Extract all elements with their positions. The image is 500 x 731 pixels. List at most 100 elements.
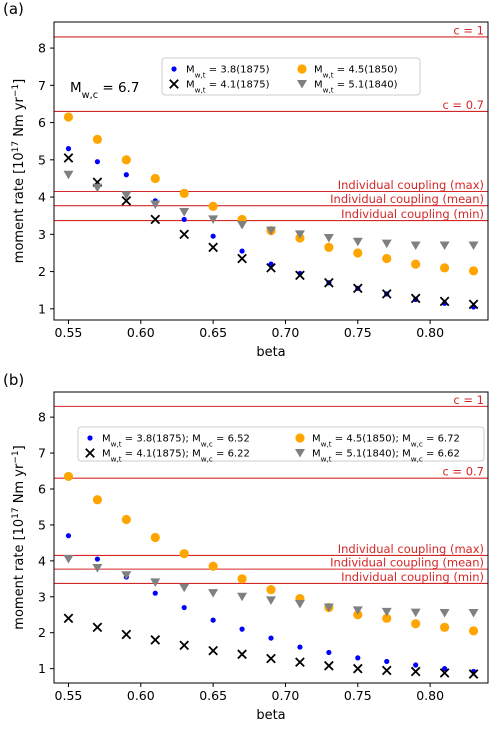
- data-point: [297, 644, 303, 650]
- legend-marker: [295, 449, 305, 458]
- data-point: [208, 242, 218, 253]
- reference-line-label: Individual coupling (mean): [330, 192, 484, 206]
- x-axis-label: beta: [256, 345, 285, 360]
- data-point: [150, 578, 161, 587]
- legend-entry: Mw,t = 4.1(1875): [186, 80, 270, 95]
- data-point: [63, 471, 74, 482]
- data-point: [181, 216, 187, 223]
- legend-marker: [87, 435, 93, 441]
- legend-entry: Mw,t = 5.1(1840); Mw,c = 6.62: [312, 449, 460, 464]
- x-tick-label: 0.60: [127, 688, 155, 703]
- data-point: [439, 296, 450, 307]
- data-point: [411, 619, 421, 629]
- y-tick-label: 2: [38, 625, 46, 640]
- panel-a: (a) c = 1 c = 0.7 Individual coupling (max)…: [3, 0, 489, 360]
- legend-marker: [295, 433, 305, 443]
- data-point: [121, 195, 132, 206]
- data-point: [381, 239, 392, 249]
- legend-marker: [297, 64, 307, 74]
- data-point: [63, 613, 74, 624]
- legend-entry: Mw,t = 3.8(1875): [186, 65, 270, 80]
- data-point: [181, 604, 187, 611]
- reference-line-label: Individual coupling (mean): [330, 556, 484, 570]
- y-tick-label: 1: [38, 661, 46, 676]
- data-point: [210, 233, 216, 239]
- data-point: [121, 514, 131, 525]
- data-point: [295, 657, 305, 667]
- data-point: [352, 283, 363, 294]
- data-point: [353, 248, 363, 258]
- y-tick-label: 5: [38, 152, 46, 167]
- data-point: [410, 293, 421, 304]
- reference-line-label: Individual coupling (min): [341, 207, 484, 221]
- y-tick-label: 3: [38, 227, 46, 242]
- reference-line-label: c = 0.7: [442, 98, 484, 112]
- data-point: [468, 299, 479, 310]
- legend-entry: Mw,t = 3.8(1875); Mw,c = 6.52: [102, 434, 250, 449]
- data-point: [352, 237, 363, 247]
- y-tick-label: 5: [38, 517, 46, 532]
- data-point: [237, 574, 247, 584]
- x-tick-label: 0.65: [199, 688, 227, 703]
- plot-frame: [53, 21, 489, 321]
- data-point: [152, 590, 158, 596]
- legend-entry: Mw,t = 4.5(1850): [314, 65, 398, 80]
- data-point: [266, 653, 276, 664]
- data-point: [92, 495, 102, 505]
- data-point: [442, 666, 448, 672]
- data-point: [179, 640, 190, 651]
- data-point: [468, 241, 479, 250]
- data-point: [439, 608, 450, 618]
- series-2: [63, 613, 479, 679]
- data-point: [121, 155, 131, 165]
- series-3: [63, 170, 479, 250]
- x-tick-label: 0.55: [55, 688, 83, 703]
- series-0: [65, 533, 477, 675]
- series-3: [63, 555, 479, 618]
- data-point: [239, 248, 245, 254]
- data-point: [381, 665, 392, 676]
- data-point: [323, 234, 334, 243]
- data-point: [266, 584, 276, 595]
- y-axis-label: moment rate [1017 Nm yr−1]: [11, 79, 27, 263]
- data-point: [237, 221, 248, 230]
- plot-frame: [53, 391, 489, 684]
- data-point: [208, 561, 218, 571]
- data-point: [179, 229, 190, 240]
- y-tick-label: 7: [38, 446, 46, 461]
- data-point: [121, 571, 132, 580]
- data-point: [468, 266, 479, 276]
- reference-line-label: Individual coupling (max): [338, 178, 484, 192]
- data-point: [410, 666, 421, 677]
- data-point: [94, 159, 100, 165]
- data-point: [179, 583, 190, 593]
- legend-marker: [297, 80, 307, 89]
- legend-marker: [85, 448, 95, 458]
- data-point: [237, 592, 248, 602]
- data-point: [179, 188, 189, 198]
- data-point: [295, 270, 305, 281]
- data-point: [63, 555, 74, 564]
- y-tick-label: 7: [38, 78, 46, 93]
- legend-box: [77, 426, 485, 462]
- data-point: [150, 214, 161, 225]
- panel-label: (a): [3, 0, 24, 18]
- x-tick-label: 0.75: [344, 688, 372, 703]
- data-point: [411, 259, 421, 269]
- data-point: [324, 660, 334, 671]
- data-point: [150, 532, 160, 543]
- data-point: [150, 200, 161, 210]
- panel-label: (b): [3, 371, 24, 389]
- data-point: [410, 608, 421, 618]
- data-point: [323, 603, 334, 613]
- panel-b: (b) c = 1 c = 0.7 Individual coupling (max)…: [3, 371, 489, 723]
- data-point: [92, 622, 103, 633]
- legend: Mw,t = 3.8(1875) Mw,t = 4.5(1850) Mw,t = 4…: [161, 57, 421, 96]
- data-point: [237, 253, 247, 264]
- data-point: [381, 289, 392, 299]
- data-point: [266, 263, 276, 273]
- data-point: [384, 658, 390, 665]
- y-tick-label: 8: [38, 41, 46, 56]
- legend-entry: Mw,t = 4.1(1875); Mw,c = 6.22: [102, 449, 250, 464]
